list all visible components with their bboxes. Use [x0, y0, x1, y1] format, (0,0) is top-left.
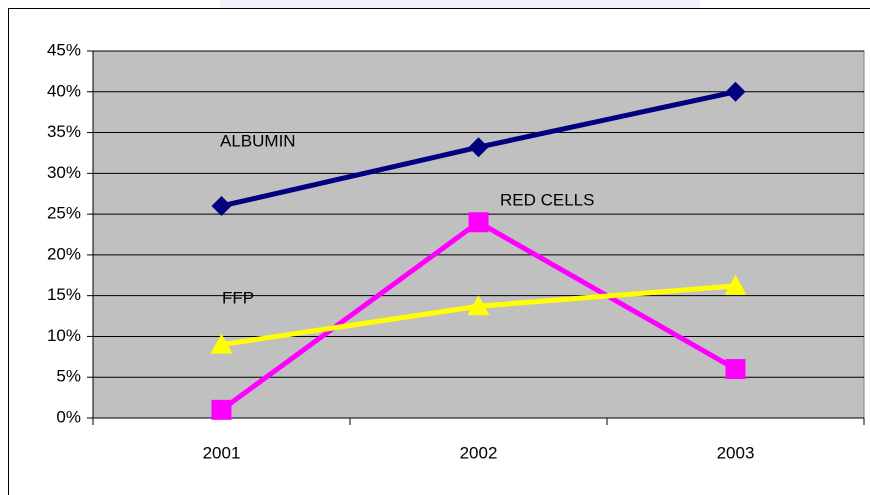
y-tick-label: 30%: [47, 163, 81, 182]
y-tick-label: 45%: [47, 40, 81, 59]
y-tick-label: 10%: [47, 326, 81, 345]
y-tick-label: 40%: [47, 81, 81, 100]
y-tick-label: 0%: [56, 407, 81, 426]
x-tick-label: 2002: [460, 443, 498, 462]
x-tick-label: 2003: [717, 443, 755, 462]
marker: [468, 137, 489, 158]
y-tick-label: 35%: [47, 122, 81, 141]
y-tick-label: 20%: [47, 244, 81, 263]
marker: [211, 195, 232, 216]
series-label: ALBUMIN: [220, 131, 296, 150]
y-tick-label: 15%: [47, 285, 81, 304]
series-label: RED CELLS: [500, 190, 594, 209]
marker: [724, 274, 747, 295]
header-strip: [220, 0, 700, 10]
marker: [467, 295, 490, 316]
x-tick-label: 2001: [203, 443, 241, 462]
y-tick-label: 5%: [56, 367, 81, 386]
marker: [725, 359, 746, 380]
series-label: FFP: [222, 288, 254, 307]
marker: [210, 333, 233, 354]
marker: [725, 81, 746, 102]
marker: [211, 399, 232, 420]
plot-area: [92, 50, 865, 419]
marker: [468, 212, 489, 233]
y-tick-label: 25%: [47, 204, 81, 223]
